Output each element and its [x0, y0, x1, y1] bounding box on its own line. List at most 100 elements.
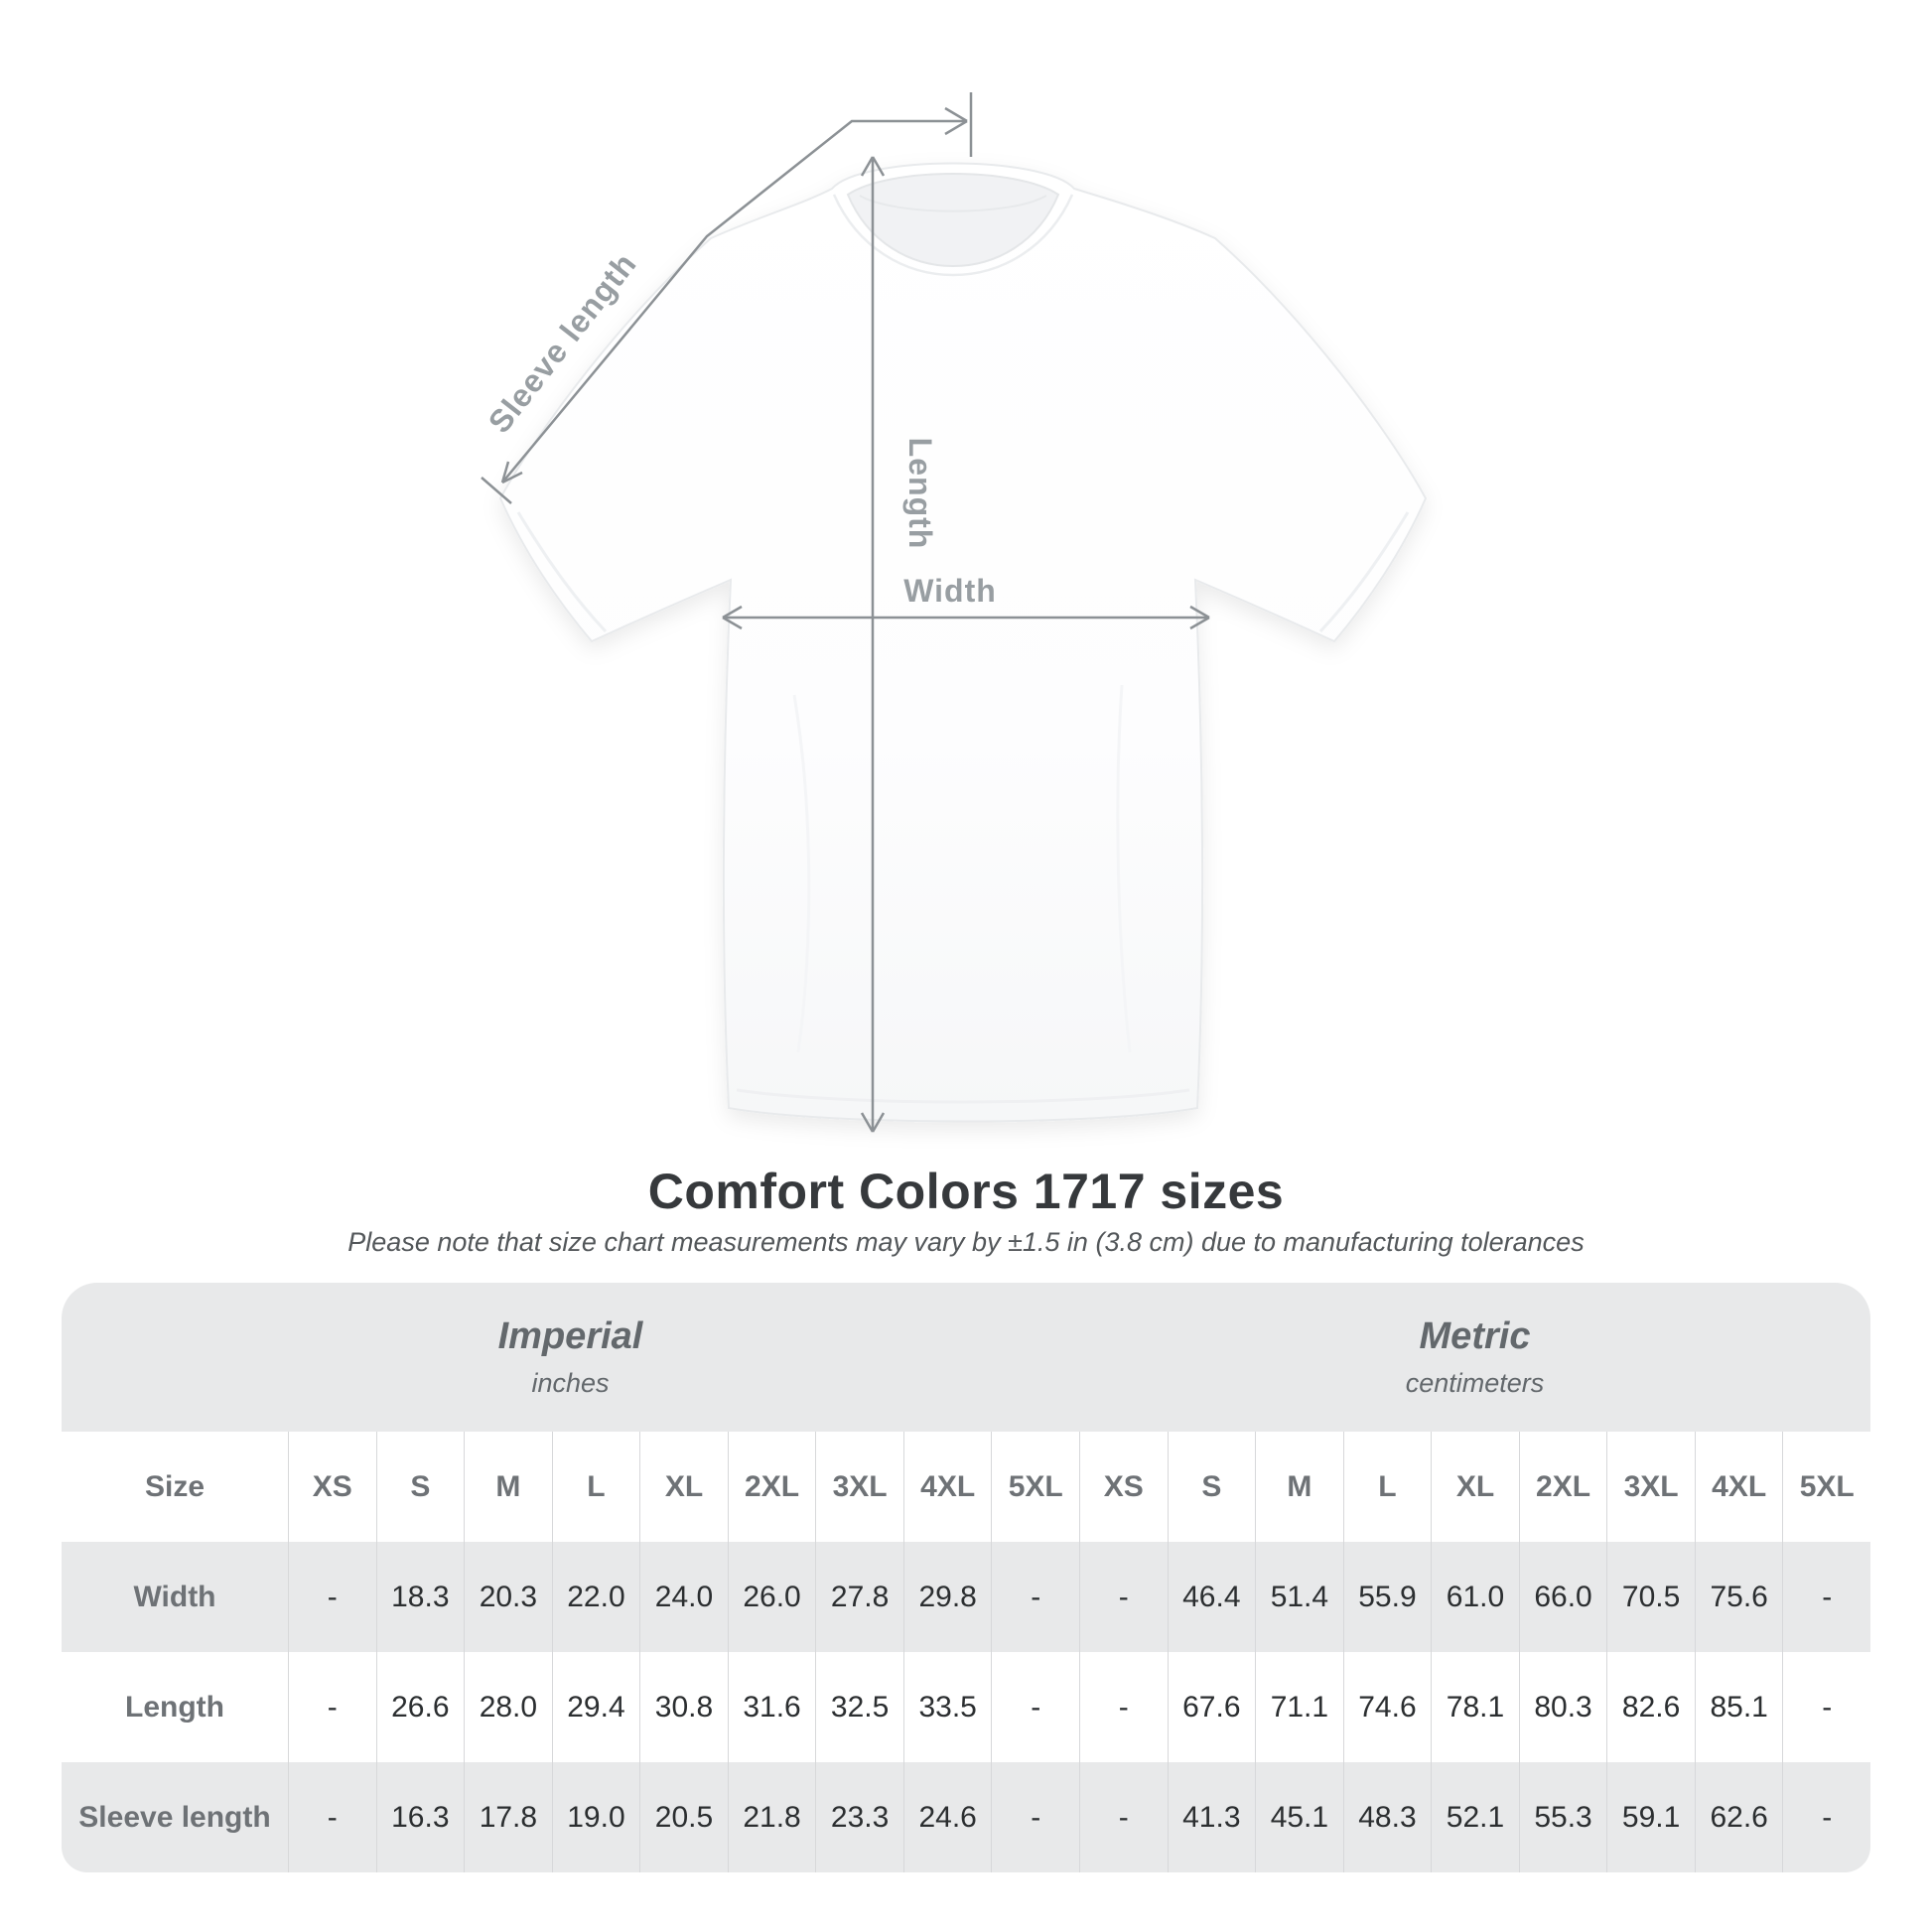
width-imperial-4xl: 29.8	[902, 1542, 992, 1653]
length-imperial-5xl: -	[991, 1652, 1079, 1763]
imperial-unit: inches	[531, 1368, 610, 1399]
length-imperial-m: 28.0	[464, 1652, 552, 1763]
chart-heading: Comfort Colors 1717 sizes Please note th…	[0, 1164, 1932, 1259]
row-label-width: Width	[133, 1580, 216, 1613]
sleeve-metric-m: 45.1	[1255, 1762, 1343, 1873]
length-metric-m: 71.1	[1255, 1652, 1343, 1763]
sleeve-length-dimension-line	[501, 119, 965, 483]
length-metric-xs: -	[1079, 1652, 1168, 1763]
size-header-metric-m: M	[1255, 1432, 1343, 1543]
width-metric-s: 46.4	[1167, 1542, 1256, 1653]
sleeve-metric-4xl: 62.6	[1694, 1762, 1783, 1873]
tshirt-collar-seam	[832, 194, 1074, 277]
sleeve-metric-2xl: 55.3	[1518, 1762, 1607, 1873]
length-imperial-s: 26.6	[375, 1652, 465, 1763]
length-metric-5xl: -	[1782, 1652, 1870, 1763]
sleeve-imperial-5xl: -	[991, 1762, 1079, 1873]
sleeve-metric-xs: -	[1079, 1762, 1168, 1873]
size-header-imperial-4xl: 4XL	[902, 1432, 992, 1543]
tolerance-note: Please note that size chart measurements…	[347, 1226, 1585, 1257]
length-metric-2xl: 80.3	[1518, 1652, 1607, 1763]
length-label: Length	[902, 438, 938, 550]
width-imperial-xs: -	[288, 1542, 376, 1653]
tshirt-neck-hole	[846, 173, 1060, 267]
tshirt-wrinkle-left	[792, 694, 811, 1053]
length-imperial-l: 29.4	[551, 1652, 640, 1763]
sleeve-imperial-s: 16.3	[375, 1762, 465, 1873]
width-metric-l: 55.9	[1342, 1542, 1432, 1653]
length-metric-xl: 78.1	[1431, 1652, 1519, 1763]
size-header-metric-4xl: 4XL	[1694, 1432, 1783, 1543]
imperial-header: Imperial inches	[62, 1283, 1079, 1432]
width-metric-3xl: 70.5	[1606, 1542, 1695, 1653]
size-header-metric-2xl: 2XL	[1518, 1432, 1607, 1543]
width-metric-5xl: -	[1782, 1542, 1870, 1653]
tshirt-body	[498, 162, 1428, 1123]
sleeve-dimension-arrowhead-end	[500, 461, 523, 484]
sleeve-imperial-3xl: 23.3	[815, 1762, 903, 1873]
width-arrowhead-left	[722, 605, 743, 630]
sleeve-metric-3xl: 59.1	[1606, 1762, 1695, 1873]
width-imperial-2xl: 26.0	[727, 1542, 816, 1653]
width-imperial-xl: 24.0	[639, 1542, 728, 1653]
length-imperial-xl: 30.8	[639, 1652, 728, 1763]
tshirt-illustration	[498, 162, 1428, 1123]
size-header-imperial-xs: XS	[288, 1432, 376, 1543]
sleeve-imperial-m: 17.8	[464, 1762, 552, 1873]
metric-unit: centimeters	[1405, 1368, 1545, 1399]
tshirt-size-figure: Sleeve length Length Width	[481, 92, 1428, 1133]
sleeve-metric-xl: 52.1	[1431, 1762, 1519, 1873]
size-header-metric-s: S	[1167, 1432, 1256, 1543]
tshirt-right-cuff-seam	[1318, 511, 1410, 633]
width-metric-2xl: 66.0	[1518, 1542, 1607, 1653]
page-title: Comfort Colors 1717 sizes	[647, 1164, 1285, 1219]
sleeve-metric-s: 41.3	[1167, 1762, 1256, 1873]
sleeve-imperial-xl: 20.5	[639, 1762, 728, 1873]
size-header-metric-xs: XS	[1079, 1432, 1168, 1543]
width-metric-xs: -	[1079, 1542, 1168, 1653]
width-imperial-m: 20.3	[464, 1542, 552, 1653]
tshirt-wrinkle-right	[1116, 684, 1132, 1053]
size-header-imperial-s: S	[375, 1432, 465, 1543]
width-label: Width	[903, 573, 997, 609]
size-chart-table: Imperial inches Metric centimeters Size …	[62, 1283, 1870, 1873]
sleeve-imperial-xs: -	[288, 1762, 376, 1873]
length-imperial-3xl: 32.5	[815, 1652, 903, 1763]
sleeve-metric-5xl: -	[1782, 1762, 1870, 1873]
length-metric-l: 74.6	[1342, 1652, 1432, 1763]
size-header-metric-5xl: 5XL	[1782, 1432, 1870, 1543]
size-diagram-section: Sleeve length Length Width	[481, 92, 1428, 1133]
size-header-metric-xl: XL	[1431, 1432, 1519, 1543]
length-metric-4xl: 85.1	[1694, 1652, 1783, 1763]
sleeve-dimension-arrowhead-right	[944, 106, 968, 136]
row-label-length: Length	[62, 1652, 288, 1763]
length-arrowhead-top	[860, 156, 886, 177]
length-metric-3xl: 82.6	[1606, 1652, 1695, 1763]
width-imperial-5xl: -	[991, 1542, 1079, 1653]
length-imperial-2xl: 31.6	[727, 1652, 816, 1763]
length-imperial-4xl: 33.5	[902, 1652, 992, 1763]
measurement-annotations	[481, 92, 1210, 1133]
width-imperial-s: 18.3	[375, 1542, 465, 1653]
sleeve-end-tick	[481, 477, 512, 504]
size-header-imperial-2xl: 2XL	[727, 1432, 816, 1543]
size-header-imperial-xl: XL	[639, 1432, 728, 1543]
size-header-metric-3xl: 3XL	[1606, 1432, 1695, 1543]
tshirt-hem-stitch	[736, 1088, 1190, 1104]
tshirt-left-cuff-seam	[516, 511, 608, 633]
length-metric-s: 67.6	[1167, 1652, 1256, 1763]
metric-header: Metric centimeters	[1079, 1283, 1870, 1432]
metric-title: Metric	[1419, 1315, 1531, 1358]
size-header-imperial-5xl: 5XL	[991, 1432, 1079, 1543]
imperial-title: Imperial	[497, 1315, 643, 1358]
width-metric-m: 51.4	[1255, 1542, 1343, 1653]
sleeve-imperial-2xl: 21.8	[727, 1762, 816, 1873]
width-imperial-3xl: 27.8	[815, 1542, 903, 1653]
size-header-metric-l: L	[1342, 1432, 1432, 1543]
tshirt-collar-inner-seam	[859, 195, 1047, 212]
sleeve-imperial-l: 19.0	[551, 1762, 640, 1873]
size-header-imperial-m: M	[464, 1432, 552, 1543]
width-imperial-l: 22.0	[551, 1542, 640, 1653]
size-header-imperial-3xl: 3XL	[815, 1432, 903, 1543]
width-metric-xl: 61.0	[1431, 1542, 1519, 1653]
